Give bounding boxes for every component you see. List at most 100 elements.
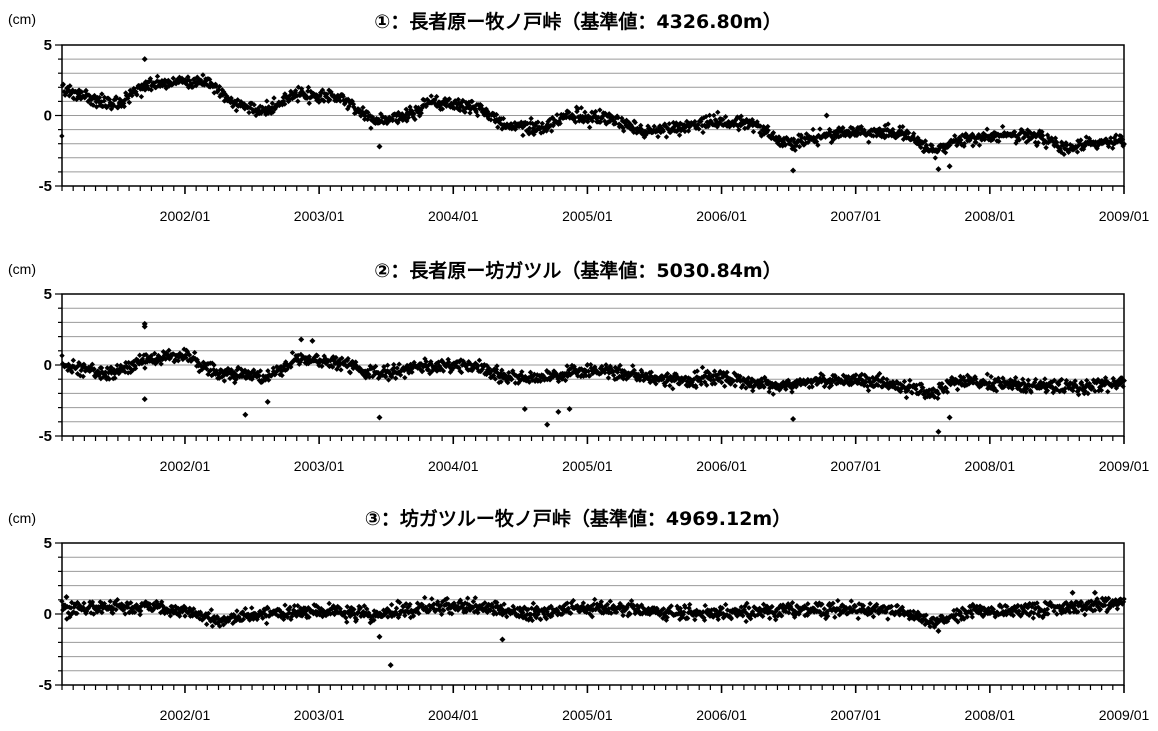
data-point: [1019, 611, 1025, 617]
data-point: [791, 139, 798, 145]
data-point: [531, 371, 538, 378]
data-point: [482, 605, 489, 611]
data-point: [932, 155, 939, 161]
data-point: [203, 621, 210, 627]
data-point: [973, 139, 979, 146]
data-point: [545, 611, 551, 618]
data-point: [640, 372, 646, 379]
data-point: [868, 610, 874, 616]
data-point: [107, 598, 113, 605]
data-point: [306, 100, 312, 106]
data-point: [622, 120, 628, 126]
data-point: [338, 367, 344, 373]
data-point: [431, 601, 437, 607]
data-point: [794, 377, 800, 384]
data-point: [1071, 146, 1078, 152]
data-point: [111, 103, 117, 109]
outlier-point: [376, 414, 383, 421]
data-point: [1040, 613, 1047, 619]
data-point: [1042, 376, 1048, 382]
data-point: [772, 380, 779, 387]
data-point: [803, 140, 809, 146]
data-point: [402, 612, 408, 619]
data-point: [507, 611, 514, 617]
data-point: [626, 124, 633, 130]
data-point: [519, 369, 525, 375]
outlier-point: [555, 408, 562, 415]
data-point: [522, 122, 528, 129]
data-point: [446, 96, 453, 102]
data-point: [828, 132, 834, 138]
data-point: [70, 357, 77, 364]
data-point: [979, 381, 985, 387]
data-point: [98, 365, 105, 371]
data-point: [500, 115, 507, 122]
data-point: [789, 600, 796, 606]
data-point: [411, 111, 417, 117]
data-point: [544, 121, 551, 128]
data-point: [266, 613, 273, 619]
data-point: [789, 145, 795, 152]
data-point: [1103, 598, 1109, 604]
data-point: [314, 352, 321, 359]
data-point: [619, 115, 625, 121]
data-point: [97, 102, 103, 109]
data-point: [1085, 382, 1092, 389]
data-point: [286, 607, 292, 613]
data-point: [530, 125, 536, 132]
data-point: [1051, 143, 1058, 149]
data-point: [326, 600, 332, 607]
data-point: [573, 104, 580, 110]
data-point: [1071, 609, 1077, 615]
data-point: [403, 601, 409, 607]
data-point: [1040, 132, 1046, 139]
data-point: [924, 145, 930, 152]
data-point: [374, 609, 381, 616]
data-point: [176, 74, 183, 81]
data-point: [648, 126, 654, 133]
data-point: [720, 374, 726, 380]
data-point: [191, 349, 198, 356]
data-point: [467, 110, 473, 116]
data-point: [91, 366, 97, 372]
data-point: [111, 367, 117, 373]
data-point: [660, 128, 667, 134]
data-point: [158, 361, 164, 367]
data-point: [78, 89, 85, 95]
data-point: [638, 602, 645, 608]
data-point: [998, 380, 1004, 386]
x-tick-label: 2004/01: [428, 458, 479, 474]
data-point: [832, 614, 838, 620]
data-point: [725, 374, 731, 381]
data-point: [961, 140, 968, 147]
data-point: [819, 601, 825, 607]
data-point: [1075, 391, 1082, 398]
outlier-point: [141, 396, 148, 403]
data-point: [993, 132, 1000, 139]
data-point: [1011, 129, 1018, 135]
data-point: [551, 368, 558, 375]
data-point: [287, 92, 293, 99]
data-point: [829, 607, 835, 614]
data-point: [959, 605, 966, 611]
data-point: [265, 605, 271, 612]
data-point: [112, 375, 118, 381]
data-point: [414, 608, 420, 614]
data-point: [900, 123, 906, 130]
data-point: [530, 600, 537, 607]
data-point: [118, 605, 124, 611]
data-point: [1117, 381, 1123, 387]
data-point: [90, 102, 96, 108]
data-point: [720, 116, 726, 123]
data-point: [964, 132, 970, 139]
data-point: [205, 610, 212, 617]
data-point: [1019, 605, 1026, 612]
data-point: [894, 602, 901, 609]
data-point: [620, 128, 627, 134]
data-point: [628, 123, 635, 130]
data-point: [1071, 384, 1077, 390]
data-point: [740, 382, 746, 388]
data-point: [631, 367, 637, 373]
outlier-point: [141, 323, 148, 330]
data-point: [654, 605, 660, 612]
